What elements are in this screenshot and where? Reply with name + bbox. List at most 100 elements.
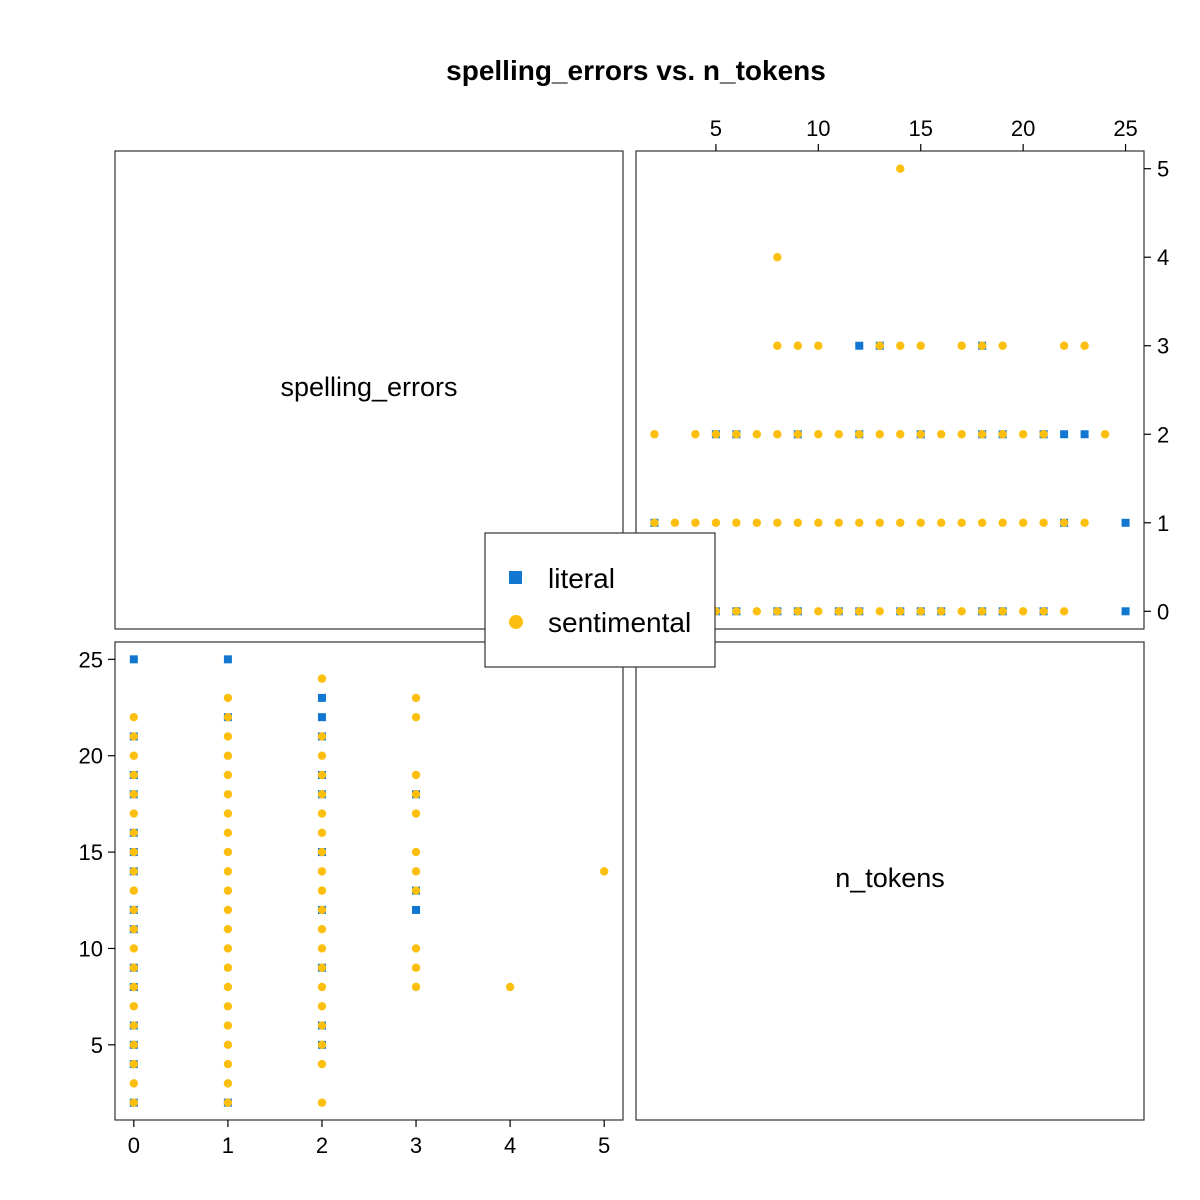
x-tick-label-n-tokens: 25 bbox=[1113, 116, 1137, 141]
sentimental-point-bottom-left bbox=[223, 790, 233, 799]
x-tick-label-spelling-errors: 3 bbox=[410, 1133, 422, 1158]
sentimental-point-bottom-left bbox=[317, 732, 327, 741]
sentimental-point-bottom-left bbox=[223, 905, 233, 915]
sentimental-point-top-right bbox=[1039, 607, 1048, 616]
sentimental-point-bottom-left bbox=[223, 732, 233, 741]
sentimental-point-top-right bbox=[732, 607, 741, 616]
legend-box bbox=[484, 532, 716, 668]
sentimental-point-top-right bbox=[1080, 341, 1089, 350]
sentimental-point-top-right bbox=[875, 341, 884, 350]
chart-title: spelling_errors vs. n_tokens bbox=[446, 55, 826, 86]
sentimental-point-bottom-left bbox=[411, 847, 421, 857]
y-tick-label-spelling-errors: 1 bbox=[1157, 511, 1169, 536]
sentimental-point-bottom-left bbox=[599, 867, 609, 876]
literal-point-top-right bbox=[1121, 607, 1130, 616]
sentimental-point-top-right bbox=[875, 607, 884, 616]
sentimental-point-bottom-left bbox=[129, 751, 139, 760]
sentimental-point-bottom-left bbox=[223, 963, 233, 972]
sentimental-point-top-right bbox=[752, 607, 762, 616]
sentimental-point-top-right bbox=[711, 518, 721, 527]
sentimental-point-top-right bbox=[957, 430, 966, 439]
legend-literal-marker bbox=[509, 571, 522, 584]
sentimental-point-bottom-left bbox=[411, 867, 421, 876]
sentimental-point-bottom-left bbox=[129, 886, 139, 895]
sentimental-point-top-right bbox=[793, 341, 803, 350]
sentimental-point-bottom-left bbox=[223, 1059, 233, 1069]
sentimental-point-top-right bbox=[670, 518, 680, 527]
legend-sentimental-marker bbox=[509, 615, 523, 629]
x-tick-label-n-tokens: 15 bbox=[908, 116, 932, 141]
sentimental-point-bottom-left bbox=[223, 809, 233, 818]
y-tick-label-spelling-errors: 2 bbox=[1157, 422, 1169, 447]
sentimental-point-top-right bbox=[834, 430, 843, 439]
sentimental-point-bottom-left bbox=[411, 790, 421, 799]
x-tick-label-n-tokens: 20 bbox=[1011, 116, 1035, 141]
sentimental-point-top-right bbox=[814, 341, 823, 350]
sentimental-point-bottom-left bbox=[129, 944, 139, 953]
sentimental-point-top-right bbox=[998, 518, 1007, 527]
sentimental-point-bottom-left bbox=[223, 770, 233, 780]
sentimental-point-bottom-left bbox=[411, 944, 421, 953]
panel-top-right bbox=[635, 150, 1145, 630]
sentimental-point-bottom-left bbox=[223, 1098, 233, 1107]
sentimental-point-bottom-left bbox=[129, 1040, 139, 1050]
sentimental-point-top-right bbox=[937, 430, 946, 439]
legend-sentimental-label: sentimental bbox=[548, 607, 691, 638]
sentimental-point-top-right bbox=[855, 607, 864, 616]
sentimental-point-top-right bbox=[793, 518, 803, 527]
sentimental-point-top-right bbox=[773, 253, 782, 262]
x-tick-label-spelling-errors: 1 bbox=[222, 1133, 234, 1158]
sentimental-point-bottom-left bbox=[411, 693, 421, 703]
panel-top-left bbox=[114, 150, 624, 630]
sentimental-point-bottom-left bbox=[317, 867, 327, 876]
sentimental-point-top-right bbox=[998, 607, 1007, 616]
sentimental-point-bottom-left bbox=[223, 751, 233, 760]
sentimental-point-bottom-left bbox=[223, 1002, 233, 1011]
y-tick-label-spelling-errors: 5 bbox=[1157, 157, 1169, 182]
sentimental-point-bottom-left bbox=[317, 963, 327, 972]
sentimental-point-bottom-left bbox=[317, 847, 327, 857]
sentimental-point-top-right bbox=[998, 430, 1007, 439]
sentimental-point-top-right bbox=[875, 430, 884, 439]
sentimental-point-bottom-left bbox=[317, 828, 327, 838]
sentimental-point-bottom-left bbox=[411, 712, 421, 722]
literal-point-top-right bbox=[1080, 430, 1089, 439]
sentimental-point-bottom-left bbox=[129, 1079, 139, 1088]
sentimental-point-bottom-left bbox=[129, 905, 139, 915]
x-tick-label-n-tokens: 10 bbox=[806, 116, 830, 141]
sentimental-point-bottom-left bbox=[317, 1098, 327, 1107]
sentimental-point-bottom-left bbox=[317, 809, 327, 818]
sentimental-point-bottom-left bbox=[317, 905, 327, 915]
sentimental-point-bottom-left bbox=[317, 924, 327, 934]
literal-point-bottom-left bbox=[317, 693, 326, 702]
sentimental-point-bottom-left bbox=[411, 886, 421, 895]
sentimental-point-top-right bbox=[916, 430, 925, 439]
sentimental-point-bottom-left bbox=[317, 790, 327, 799]
sentimental-point-top-right bbox=[814, 518, 823, 527]
sentimental-point-top-right bbox=[752, 430, 762, 439]
sentimental-point-top-right bbox=[875, 518, 884, 527]
sentimental-point-top-right bbox=[896, 341, 905, 350]
diag-label-n-tokens: n_tokens bbox=[835, 863, 945, 893]
sentimental-point-bottom-left bbox=[223, 712, 233, 722]
sentimental-point-top-right bbox=[650, 430, 659, 439]
sentimental-point-bottom-left bbox=[129, 1059, 139, 1069]
literal-point-top-right bbox=[1121, 518, 1130, 527]
sentimental-point-bottom-left bbox=[411, 982, 421, 992]
sentimental-point-bottom-left bbox=[129, 828, 139, 838]
sentimental-point-top-right bbox=[998, 341, 1007, 350]
x-tick-label-n-tokens: 5 bbox=[710, 116, 722, 141]
sentimental-point-bottom-left bbox=[505, 982, 515, 992]
sentimental-point-top-right bbox=[1018, 518, 1028, 527]
y-tick-label-spelling-errors: 4 bbox=[1157, 245, 1169, 270]
sentimental-point-top-right bbox=[793, 430, 803, 439]
sentimental-point-top-right bbox=[957, 607, 966, 616]
sentimental-point-bottom-left bbox=[411, 963, 421, 972]
axes: 0 1 2 3 4 5 5 10 15 20 25 5 10 15 20 25 0 1 2 3 4 5 bbox=[79, 116, 1170, 1158]
y-tick-label-n-tokens: 20 bbox=[79, 744, 103, 769]
sentimental-point-bottom-left bbox=[129, 809, 139, 818]
sentimental-point-top-right bbox=[937, 607, 946, 616]
sentimental-point-top-right bbox=[650, 518, 659, 527]
sentimental-point-top-right bbox=[732, 430, 741, 439]
sentimental-point-top-right bbox=[773, 518, 782, 527]
